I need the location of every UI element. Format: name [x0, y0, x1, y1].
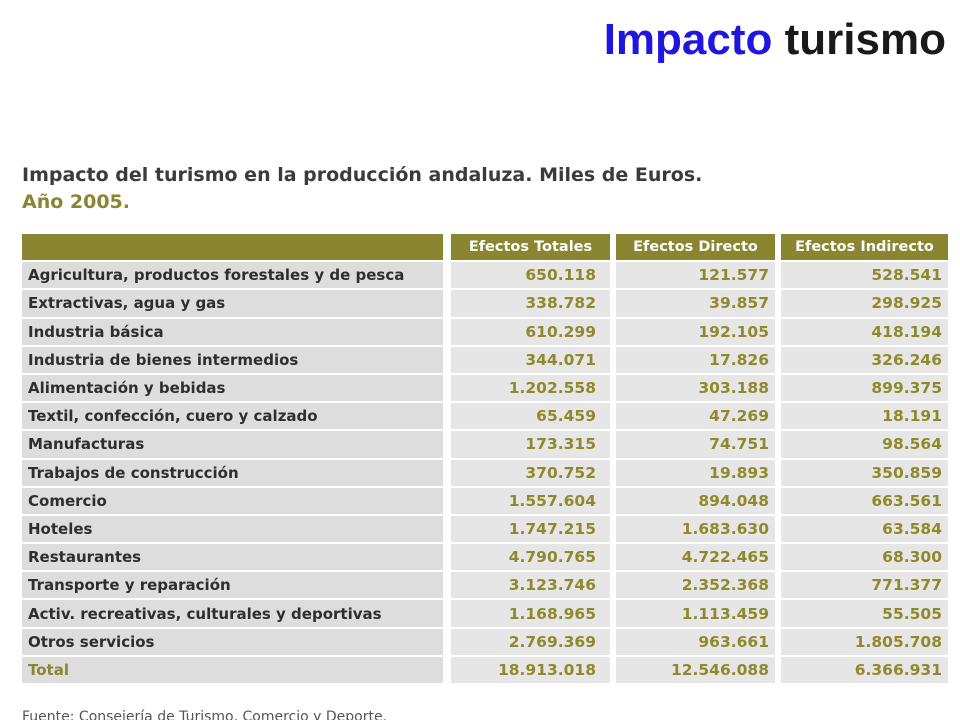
row-label: Agricultura, productos forestales y de p…: [22, 262, 443, 289]
total-efectos-totales: 18.913.018: [451, 656, 610, 683]
header-cell-efectos-directo: Efectos Directo: [616, 234, 775, 261]
table-total-row: Total 18.913.018 12.546.088 6.366.931: [22, 656, 948, 685]
value-efectos-directo: 4.722.465: [616, 544, 775, 571]
value-efectos-directo: 963.661: [616, 628, 775, 655]
value-efectos-indirecto: 298.925: [781, 290, 948, 317]
value-efectos-indirecto: 98.564: [781, 431, 948, 458]
table-row: Restaurantes 4.790.765 4.722.465 68.300: [22, 544, 948, 572]
table-source-note: Fuente: Consejería de Turismo, Comercio …: [22, 709, 388, 720]
value-efectos-directo: 2.352.368: [616, 572, 775, 599]
table-row: Manufacturas 173.315 74.751 98.564: [22, 431, 948, 459]
value-efectos-totales: 650.118: [451, 262, 610, 289]
table-row: Agricultura, productos forestales y de p…: [22, 262, 948, 290]
table-header-row: Efectos Totales Efectos Directo Efectos …: [22, 234, 948, 262]
value-efectos-indirecto: 663.561: [781, 487, 948, 514]
table-row: Extractivas, agua y gas 338.782 39.857 2…: [22, 290, 948, 318]
total-efectos-indirecto: 6.366.931: [781, 656, 948, 683]
value-efectos-indirecto: 1.805.708: [781, 628, 948, 655]
table-row: Activ. recreativas, culturales y deporti…: [22, 600, 948, 628]
value-efectos-directo: 74.751: [616, 431, 775, 458]
table-year: Año 2005.: [22, 191, 130, 213]
value-efectos-directo: 1.113.459: [616, 600, 775, 627]
value-efectos-totales: 610.299: [451, 318, 610, 345]
slide-title: Impacto turismo: [604, 12, 946, 68]
value-efectos-totales: 65.459: [451, 403, 610, 430]
row-label: Hoteles: [22, 515, 443, 543]
value-efectos-totales: 1.168.965: [451, 600, 610, 627]
value-efectos-indirecto: 68.300: [781, 544, 948, 571]
value-efectos-totales: 344.071: [451, 346, 610, 373]
header-cell-efectos-indirecto: Efectos Indirecto: [781, 234, 948, 261]
value-efectos-totales: 338.782: [451, 290, 610, 317]
slide-title-word-impacto: Impacto: [603, 15, 773, 64]
value-efectos-directo: 303.188: [616, 374, 775, 402]
table-row: Industria básica 610.299 192.105 418.194: [22, 318, 948, 347]
value-efectos-totales: 1.202.558: [451, 374, 610, 402]
value-efectos-indirecto: 326.246: [781, 346, 948, 373]
header-cell-efectos-totales: Efectos Totales: [451, 234, 610, 261]
value-efectos-indirecto: 528.541: [781, 262, 948, 289]
value-efectos-totales: 173.315: [451, 431, 610, 458]
value-efectos-totales: 370.752: [451, 459, 610, 486]
value-efectos-totales: 1.747.215: [451, 515, 610, 543]
value-efectos-indirecto: 899.375: [781, 374, 948, 402]
value-efectos-directo: 19.893: [616, 459, 775, 486]
row-label: Alimentación y bebidas: [22, 374, 443, 402]
total-efectos-directo: 12.546.088: [616, 656, 775, 683]
row-label: Comercio: [22, 487, 443, 514]
value-efectos-indirecto: 350.859: [781, 459, 948, 486]
table-row: Textil, confección, cuero y calzado 65.4…: [22, 403, 948, 431]
row-label-total: Total: [22, 656, 443, 683]
table-row: Industria de bienes intermedios 344.071 …: [22, 346, 948, 375]
row-label: Otros servicios: [22, 628, 443, 655]
value-efectos-totales: 2.769.369: [451, 628, 610, 655]
table-row: Otros servicios 2.769.369 963.661 1.805.…: [22, 628, 948, 657]
row-label: Activ. recreativas, culturales y deporti…: [22, 600, 443, 627]
slide-title-word-turismo: turismo: [784, 15, 946, 64]
row-label: Industria de bienes intermedios: [22, 346, 443, 373]
value-efectos-totales: 4.790.765: [451, 544, 610, 571]
value-efectos-directo: 894.048: [616, 487, 775, 514]
value-efectos-directo: 121.577: [616, 262, 775, 289]
table-row: Alimentación y bebidas 1.202.558 303.188…: [22, 374, 948, 403]
table-row: Trabajos de construcción 370.752 19.893 …: [22, 459, 948, 488]
value-efectos-directo: 47.269: [616, 403, 775, 430]
table-title: Impacto del turismo en la producción and…: [22, 164, 703, 186]
value-efectos-indirecto: 18.191: [781, 403, 948, 430]
impact-table: Efectos Totales Efectos Directo Efectos …: [22, 234, 948, 685]
value-efectos-indirecto: 63.584: [781, 515, 948, 543]
value-efectos-directo: 17.826: [616, 346, 775, 373]
row-label: Restaurantes: [22, 544, 443, 571]
value-efectos-indirecto: 55.505: [781, 600, 948, 627]
header-cell-sector: [22, 234, 443, 261]
value-efectos-directo: 1.683.630: [616, 515, 775, 543]
value-efectos-directo: 39.857: [616, 290, 775, 317]
row-label: Manufacturas: [22, 431, 443, 458]
value-efectos-totales: 1.557.604: [451, 487, 610, 514]
value-efectos-indirecto: 771.377: [781, 572, 948, 599]
row-label: Textil, confección, cuero y calzado: [22, 403, 443, 430]
row-label: Industria básica: [22, 318, 443, 345]
value-efectos-directo: 192.105: [616, 318, 775, 345]
table-row: Comercio 1.557.604 894.048 663.561: [22, 487, 948, 516]
value-efectos-indirecto: 418.194: [781, 318, 948, 345]
row-label: Trabajos de construcción: [22, 459, 443, 486]
table-row: Transporte y reparación 3.123.746 2.352.…: [22, 572, 948, 600]
table-row: Hoteles 1.747.215 1.683.630 63.584: [22, 515, 948, 544]
row-label: Transporte y reparación: [22, 572, 443, 599]
value-efectos-totales: 3.123.746: [451, 572, 610, 599]
row-label: Extractivas, agua y gas: [22, 290, 443, 317]
